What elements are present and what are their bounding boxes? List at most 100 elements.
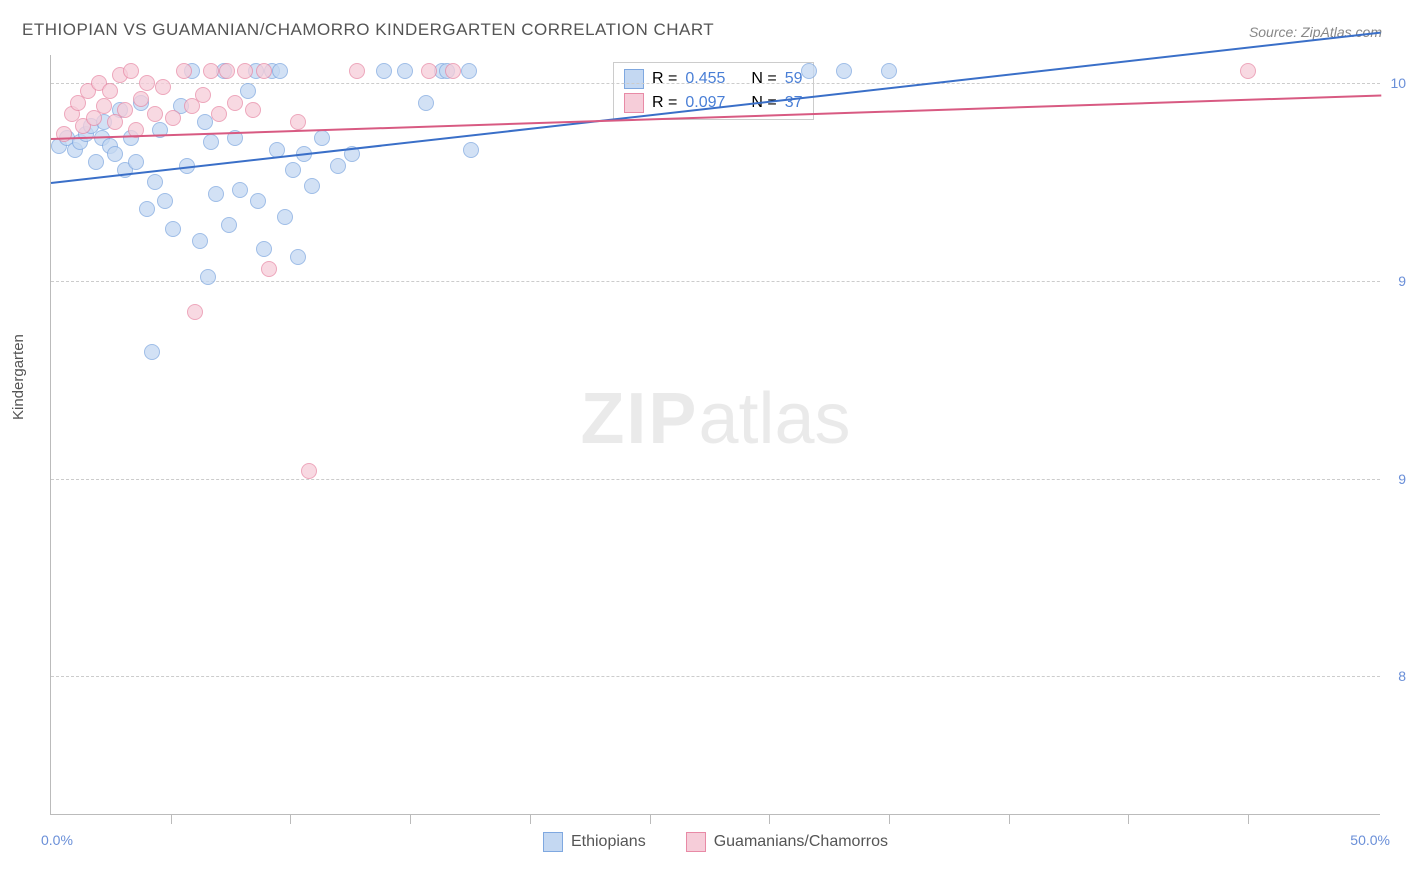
scatter-point xyxy=(102,83,118,99)
x-tick xyxy=(889,814,890,824)
y-tick-label: 85.0% xyxy=(1388,668,1406,684)
x-tick xyxy=(290,814,291,824)
scatter-point xyxy=(304,178,320,194)
scatter-point xyxy=(277,209,293,225)
scatter-point xyxy=(195,87,211,103)
scatter-point xyxy=(301,463,317,479)
scatter-point xyxy=(232,182,248,198)
scatter-point xyxy=(208,186,224,202)
scatter-point xyxy=(330,158,346,174)
scatter-point xyxy=(256,241,272,257)
scatter-point xyxy=(157,193,173,209)
legend-swatch xyxy=(686,832,706,852)
y-tick-label: 100.0% xyxy=(1388,75,1406,91)
x-axis-max-label: 50.0% xyxy=(1350,832,1390,848)
x-tick xyxy=(410,814,411,824)
scatter-point xyxy=(187,304,203,320)
scatter-point xyxy=(192,233,208,249)
scatter-point xyxy=(881,63,897,79)
scatter-point xyxy=(418,95,434,111)
x-axis-min-label: 0.0% xyxy=(41,832,73,848)
scatter-point xyxy=(461,63,477,79)
scatter-point xyxy=(56,126,72,142)
legend-item: Ethiopians xyxy=(543,832,646,852)
scatter-point xyxy=(88,154,104,170)
legend-stats-row: R =0.097N =37 xyxy=(624,91,803,115)
scatter-point xyxy=(1240,63,1256,79)
x-tick xyxy=(530,814,531,824)
scatter-point xyxy=(272,63,288,79)
r-label: R = xyxy=(652,70,677,88)
n-value: 59 xyxy=(785,70,803,88)
legend-swatch xyxy=(624,93,644,113)
scatter-point xyxy=(219,63,235,79)
scatter-point xyxy=(221,217,237,233)
source-credit: Source: ZipAtlas.com xyxy=(1249,24,1382,40)
x-tick xyxy=(171,814,172,824)
x-tick xyxy=(1248,814,1249,824)
watermark: ZIPatlas xyxy=(580,378,850,460)
scatter-point xyxy=(139,201,155,217)
legend-item: Guamanians/Chamorros xyxy=(686,832,888,852)
y-tick-label: 95.0% xyxy=(1388,273,1406,289)
scatter-point xyxy=(245,102,261,118)
scatter-point xyxy=(227,95,243,111)
scatter-point xyxy=(165,110,181,126)
scatter-point xyxy=(123,63,139,79)
legend-swatch xyxy=(543,832,563,852)
legend-label: Guamanians/Chamorros xyxy=(714,833,888,851)
y-tick-label: 90.0% xyxy=(1388,471,1406,487)
plot-area: ZIPatlas R =0.455N =59R =0.097N =37 Ethi… xyxy=(50,55,1380,815)
scatter-point xyxy=(96,98,112,114)
scatter-point xyxy=(290,114,306,130)
x-tick xyxy=(650,814,651,824)
scatter-point xyxy=(285,162,301,178)
x-tick xyxy=(1009,814,1010,824)
scatter-point xyxy=(203,134,219,150)
scatter-point xyxy=(314,130,330,146)
scatter-point xyxy=(349,63,365,79)
gridline xyxy=(51,281,1380,282)
legend-series: Ethiopians Guamanians/Chamorros xyxy=(51,832,1380,852)
scatter-point xyxy=(117,102,133,118)
scatter-point xyxy=(165,221,181,237)
scatter-point xyxy=(836,63,852,79)
chart-title: ETHIOPIAN VS GUAMANIAN/CHAMORRO KINDERGA… xyxy=(22,20,714,40)
n-label: N = xyxy=(751,70,776,88)
scatter-point xyxy=(421,63,437,79)
scatter-point xyxy=(397,63,413,79)
r-label: R = xyxy=(652,94,677,112)
scatter-point xyxy=(463,142,479,158)
scatter-point xyxy=(133,91,149,107)
scatter-point xyxy=(147,174,163,190)
scatter-point xyxy=(176,63,192,79)
scatter-point xyxy=(128,154,144,170)
scatter-point xyxy=(203,63,219,79)
legend-swatch xyxy=(624,69,644,89)
scatter-point xyxy=(256,63,272,79)
x-tick xyxy=(1128,814,1129,824)
legend-stats-row: R = 0.455 N = 59 xyxy=(624,67,803,91)
scatter-point xyxy=(144,344,160,360)
scatter-point xyxy=(200,269,216,285)
r-value: 0.455 xyxy=(685,70,725,88)
scatter-point xyxy=(250,193,266,209)
scatter-point xyxy=(147,106,163,122)
y-axis-label: Kindergarten xyxy=(10,334,27,420)
scatter-point xyxy=(801,63,817,79)
watermark-zip: ZIP xyxy=(580,379,698,459)
gridline xyxy=(51,676,1380,677)
scatter-point xyxy=(211,106,227,122)
scatter-point xyxy=(107,146,123,162)
scatter-point xyxy=(237,63,253,79)
scatter-point xyxy=(376,63,392,79)
scatter-point xyxy=(445,63,461,79)
scatter-point xyxy=(240,83,256,99)
scatter-point xyxy=(155,79,171,95)
scatter-point xyxy=(290,249,306,265)
scatter-point xyxy=(261,261,277,277)
gridline xyxy=(51,479,1380,480)
legend-stats: R = 0.455 N = 59 R =0.097N =37 xyxy=(613,62,814,120)
x-tick xyxy=(769,814,770,824)
watermark-atlas: atlas xyxy=(698,379,850,459)
